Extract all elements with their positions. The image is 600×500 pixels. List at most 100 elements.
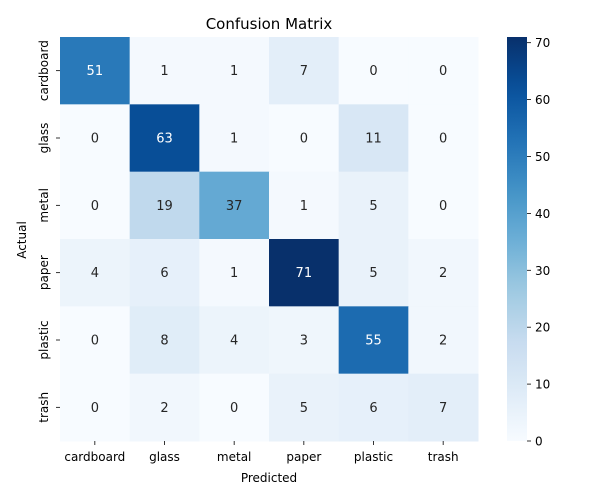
y-tick-label-0: cardboard [37,40,51,101]
cell-value-label-0-0: 51 [87,64,104,79]
heatmap-cell-3-0 [60,239,131,307]
cell-value-label-0-3: 7 [300,64,308,79]
cell-value-label-3-5: 2 [439,266,447,281]
heatmap-cell-4-2 [199,306,270,375]
cell-value-label-0-4: 0 [369,64,377,79]
heatmap-cell-1-0 [60,104,131,173]
cell-value-label-4-0: 0 [91,334,99,349]
heatmap-cell-0-5 [408,37,479,105]
cell-value-label-2-3: 1 [300,199,308,214]
colorbar-tick-label-4: 40 [535,207,550,221]
heatmap-cell-4-0 [60,306,131,375]
cell-value-label-0-1: 1 [160,64,168,79]
heatmap-cell-1-1 [129,104,200,173]
cell-value-label-2-2: 37 [226,199,243,214]
cell-value-label-4-3: 3 [300,334,308,349]
heatmap-cell-1-3 [269,104,340,173]
cell-value-label-1-3: 0 [300,132,308,147]
heatmap-cell-3-5 [408,239,479,307]
heatmap-cell-0-1 [129,37,200,105]
chart-title: Confusion Matrix [206,15,333,33]
heatmap-cell-2-1 [129,171,200,240]
heatmap-cell-3-4 [338,239,409,307]
cell-value-label-1-2: 1 [230,132,238,147]
cell-value-label-1-1: 63 [156,132,173,147]
cell-value-label-3-4: 5 [369,266,377,281]
heatmap-cell-4-4 [338,306,409,375]
y-tick-label-1: glass [37,123,51,154]
cell-value-label-2-5: 0 [439,199,447,214]
x-tick-label-5: trash [428,450,459,464]
y-axis-ticks: cardboard glass metal paper plastic trash [37,40,60,423]
x-tick-label-2: metal [217,450,251,464]
colorbar-gradient [507,37,527,441]
heatmap-cell-1-4 [338,104,409,173]
cell-value-label-5-4: 6 [369,401,377,416]
heatmap-cell-5-2 [199,373,270,442]
heatmap-cell-2-2 [199,171,270,240]
y-axis-label: Actual [15,221,29,259]
y-tick-label-3: paper [37,255,51,290]
y-tick-label-2: metal [37,188,51,222]
heatmap-cell-4-3 [269,306,340,375]
x-tick-label-1: glass [149,450,180,464]
heatmap-cell-0-4 [338,37,409,105]
heatmap-cell-5-1 [129,373,200,442]
cell-value-label-3-3: 71 [296,266,313,281]
cell-value-label-5-2: 0 [230,401,238,416]
cell-value-label-4-1: 8 [160,334,168,349]
colorbar-tick-label-0: 0 [535,435,543,449]
cell-value-label-3-1: 6 [160,266,168,281]
cell-value-label-0-5: 0 [439,64,447,79]
heatmap-cell-3-1 [129,239,200,307]
colorbar-tick-label-1: 10 [535,378,550,392]
x-axis-ticks: cardboard glass metal paper plastic trash [64,441,459,464]
cell-value-label-4-4: 55 [365,334,382,349]
x-tick-label-0: cardboard [64,450,125,464]
cell-value-label-2-0: 0 [91,199,99,214]
heatmap-cell-5-0 [60,373,131,442]
y-tick-label-5: trash [37,392,51,423]
heatmap-cell-4-5 [408,306,479,375]
cell-value-label-5-5: 7 [439,401,447,416]
heatmap-cell-0-2 [199,37,270,105]
y-tick-label-4: plastic [37,320,51,359]
cell-value-label-5-1: 2 [160,401,168,416]
cell-value-label-2-4: 5 [369,199,377,214]
cell-value-label-4-2: 4 [230,334,238,349]
cell-value-label-5-0: 0 [91,401,99,416]
cell-value-label-1-4: 11 [365,132,382,147]
heatmap-cell-0-0 [60,37,131,105]
cell-value-label-1-5: 0 [439,132,447,147]
heatmap-cell-2-4 [338,171,409,240]
heatmap-cell-2-0 [60,171,131,240]
colorbar-tick-label-2: 20 [535,321,550,335]
x-axis-label: Predicted [241,471,297,485]
x-tick-label-4: plastic [354,450,393,464]
heatmap-cell-1-5 [408,104,479,173]
cell-value-label-3-0: 4 [91,266,99,281]
heatmap-cell-2-3 [269,171,340,240]
colorbar-tick-label-5: 50 [535,150,550,164]
cell-value-label-4-5: 2 [439,334,447,349]
colorbar-tick-label-6: 60 [535,93,550,107]
cell-value-label-2-1: 19 [156,199,173,214]
heatmap-cell-1-2 [199,104,270,173]
cell-value-label-0-2: 1 [230,64,238,79]
heatmap-cell-5-4 [338,373,409,442]
heatmap-cell-4-1 [129,306,200,375]
colorbar: 0 10 20 30 40 50 60 70 [507,36,550,449]
heatmap-cells: 51 1 1 7 0 00 63 1 0 11 00 19 37 1 5 04 6 1 71 5 20 8 4 3 55 20 2 0… [60,37,479,442]
heatmap-cell-2-5 [408,171,479,240]
colorbar-tick-label-3: 30 [535,264,550,278]
cell-value-label-3-2: 1 [230,266,238,281]
colorbar-tick-label-7: 70 [535,36,550,50]
cell-value-label-1-0: 0 [91,132,99,147]
x-tick-label-3: paper [286,450,321,464]
heatmap-cell-3-3 [269,239,340,307]
heatmap-cell-5-5 [408,373,479,442]
cell-value-label-5-3: 5 [300,401,308,416]
heatmap-cell-5-3 [269,373,340,442]
heatmap-cell-0-3 [269,37,340,105]
